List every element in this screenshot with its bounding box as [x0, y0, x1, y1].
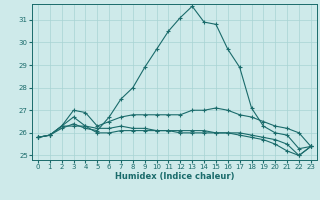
X-axis label: Humidex (Indice chaleur): Humidex (Indice chaleur)	[115, 172, 234, 181]
